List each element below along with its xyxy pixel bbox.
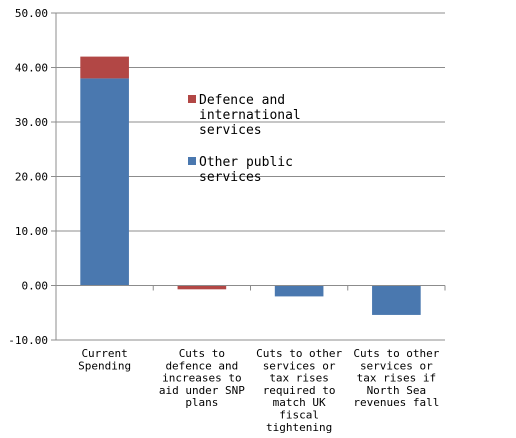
legend-label: Other public services	[199, 155, 293, 185]
y-tick-label: 0.00	[22, 280, 49, 293]
y-axis-ticks: -10.00 0.00 10.00 20.00 30.00 40.00 50.00	[8, 7, 48, 347]
legend-label: Defence and international services	[199, 93, 301, 138]
bar-segment	[80, 78, 129, 286]
bar-segment	[80, 56, 129, 79]
x-category-label: Cuts to other services or tax rises require…	[256, 347, 342, 434]
x-category-label: Cuts to defence and increases to aid under …	[159, 347, 245, 409]
legend-swatch	[188, 95, 196, 103]
bar-segment	[274, 285, 324, 297]
y-tick-label: 40.00	[15, 62, 48, 75]
bars	[80, 56, 421, 315]
y-tick-label: 20.00	[15, 171, 48, 184]
x-axis-labels: Current Spending Cuts to defence and increas…	[78, 347, 440, 434]
y-tick-label: 30.00	[15, 116, 48, 129]
x-category-label: Cuts to other services or tax rises if Nort…	[353, 347, 439, 409]
legend-swatch	[188, 157, 196, 165]
y-tick-label: 50.00	[15, 7, 48, 20]
y-tick-label: -10.00	[8, 334, 48, 347]
x-category-label: Current Spending	[78, 347, 131, 372]
bar-segment	[372, 285, 421, 315]
y-tick-label: 10.00	[15, 225, 48, 238]
axes	[55, 13, 446, 340]
bar-segment	[177, 285, 227, 290]
legend: Defence and international services Other pu…	[188, 93, 301, 185]
